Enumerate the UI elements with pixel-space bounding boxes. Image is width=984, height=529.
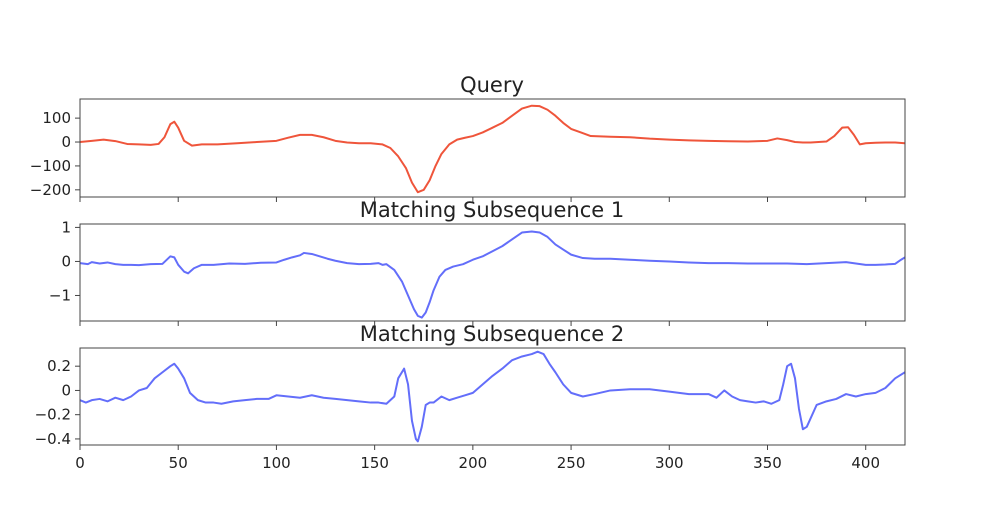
- x-tick-label: 100: [262, 454, 291, 472]
- plot-area: 1 0 −1: [49, 218, 906, 326]
- plot-frame: [79, 347, 906, 446]
- y-tick-label: 0: [61, 252, 71, 270]
- series-line: [80, 350, 905, 443]
- x-tick-label: 300: [655, 454, 684, 472]
- plot-area: 100 0 −100 −200: [30, 98, 906, 202]
- subplot-query: Query 100 0 −100 −200: [30, 73, 906, 202]
- y-tick-label: −0.4: [35, 430, 71, 448]
- y-tick-label: 0.2: [47, 357, 71, 375]
- y-tick-label: −200: [30, 181, 71, 199]
- x-tick-label: 250: [557, 454, 586, 472]
- subplot-title: Matching Subsequence 2: [360, 322, 624, 346]
- plot-frame: [79, 223, 906, 322]
- x-tick-label: 0: [75, 454, 85, 472]
- y-tick-label: 0: [61, 381, 71, 399]
- y-tick-label: 100: [42, 109, 71, 127]
- subplot-title: Matching Subsequence 1: [360, 198, 624, 222]
- plot-frame: [79, 98, 906, 198]
- subplot-title: Query: [460, 73, 524, 97]
- y-tick-label: 0: [61, 133, 71, 151]
- x-tick-label: 200: [459, 454, 488, 472]
- plot-area: 0.20−0.2−0.40 50 100 150 200 250 300 350 400: [35, 347, 906, 472]
- x-tick-label: 150: [360, 454, 389, 472]
- x-tick-label: 400: [851, 454, 880, 472]
- series-line: [80, 230, 905, 319]
- subplot-matching-subsequence-2: Matching Subsequence 2 0.20−0.2−0.40 50 10…: [35, 322, 906, 472]
- x-tick-label: 350: [753, 454, 782, 472]
- y-tick-label: 1: [61, 218, 71, 236]
- y-tick-label: −1: [49, 286, 71, 304]
- subplot-matching-subsequence-1: Matching Subsequence 1 1 0 −1: [49, 198, 906, 326]
- y-tick-label: −100: [30, 157, 71, 175]
- x-tick-label: 50: [169, 454, 188, 472]
- y-tick-label: −0.2: [35, 406, 71, 424]
- series-line: [80, 104, 905, 194]
